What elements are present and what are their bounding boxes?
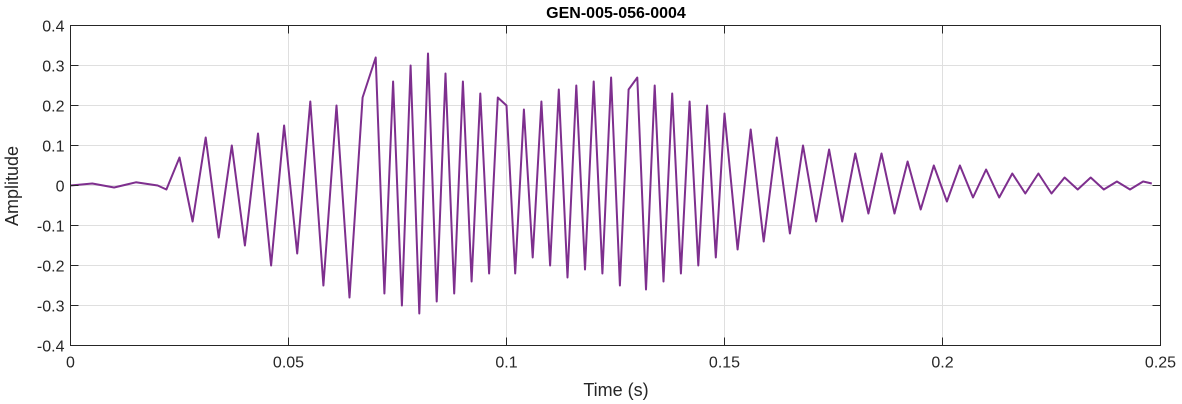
y-tick-label: 0.1: [42, 139, 64, 156]
y-tick-label: 0.3: [42, 59, 64, 76]
y-tick-label: -0.4: [37, 339, 65, 356]
x-tick-label: 0.05: [273, 355, 304, 372]
x-tick-label: 0: [66, 355, 75, 372]
x-axis-label: Time (s): [583, 380, 648, 400]
plot-area: [70, 52, 1153, 315]
y-tick-label: 0.2: [42, 99, 64, 116]
y-axis-label: Amplitude: [2, 146, 22, 226]
x-tick-label: 0.2: [931, 355, 953, 372]
y-tick-label: -0.1: [37, 219, 65, 236]
tick-labels: 0 0.05 0.1 0.15 0.2 0.25 0.4 0.3 0.2 0.1 0 -0.1 -0.2…: [37, 19, 1176, 372]
y-tick-label: -0.2: [37, 259, 65, 276]
y-tick-label: -0.3: [37, 299, 65, 316]
x-tick-label: 0.25: [1145, 355, 1176, 372]
x-tick-label: 0.1: [495, 355, 517, 372]
y-tick-label: 0: [56, 179, 65, 196]
x-tick-label: 0.15: [709, 355, 740, 372]
chart-title: GEN-005-056-0004: [546, 5, 686, 22]
series-line: [70, 52, 1153, 315]
y-tick-label: 0.4: [42, 19, 64, 36]
axis-ticks: [70, 25, 1161, 346]
